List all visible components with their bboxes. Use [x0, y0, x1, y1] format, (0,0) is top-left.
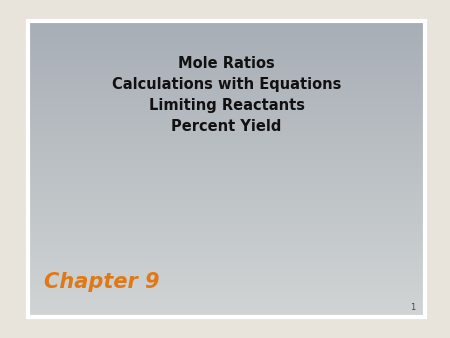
- Text: Chapter 9: Chapter 9: [44, 272, 159, 292]
- Text: Mole Ratios
Calculations with Equations
Limiting Reactants
Percent Yield: Mole Ratios Calculations with Equations …: [112, 56, 341, 135]
- Text: 1: 1: [410, 303, 415, 312]
